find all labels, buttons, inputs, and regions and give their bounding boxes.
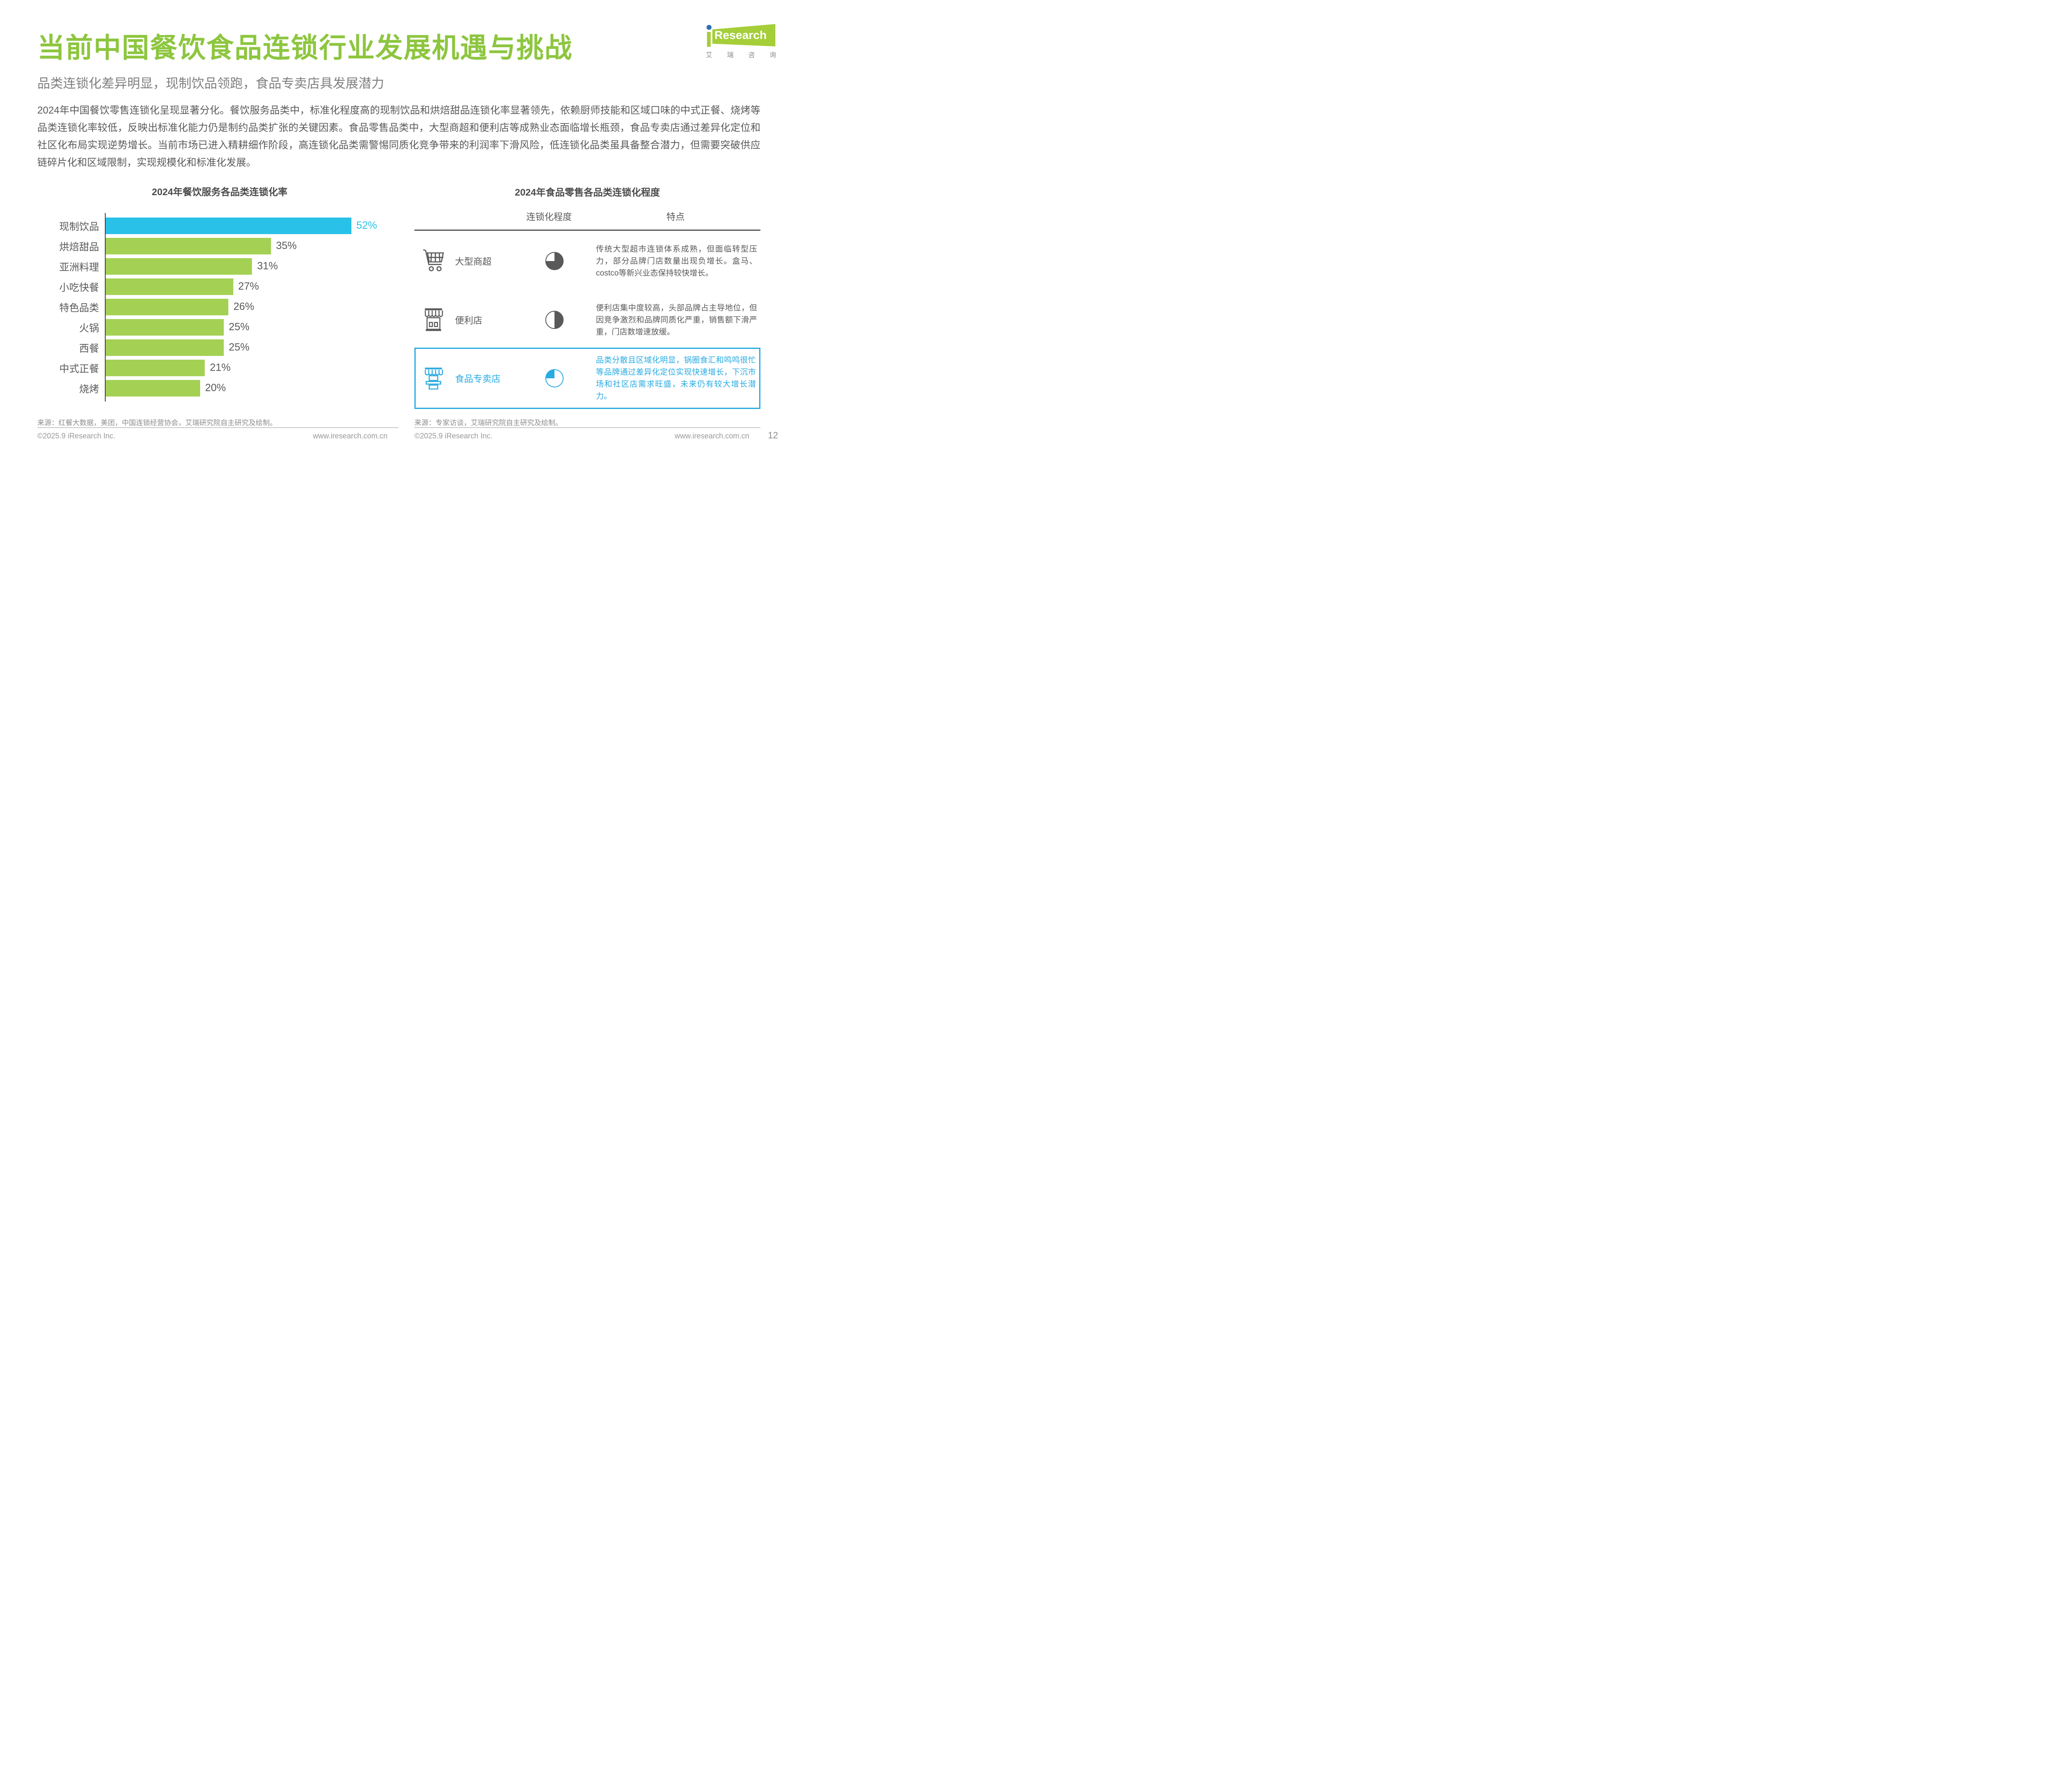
bar-row: 小吃快餐 27% (37, 276, 402, 297)
logo-i-glyph (706, 24, 712, 47)
table-header-divider (414, 230, 760, 231)
bar (106, 217, 351, 234)
bar-row: 现制饮品 52% (37, 215, 402, 236)
feature-text: 便利店集中度较高，头部品牌占主导地位，但因竞争激烈和品牌同质化严重，销售额下滑严… (596, 303, 757, 336)
table-row: 便利店 便利店集中度较高，头部品牌占主导地位，但因竞争激烈和品牌同质化严重，销售额… (414, 299, 760, 341)
bar (106, 359, 205, 376)
logo-cn-char: 咨 (748, 52, 755, 59)
page-subtitle: 品类连锁化差异明显，现制饮品领跑，食品专卖店具发展潜力 (37, 76, 384, 91)
copyright-text: ©2025.9 iResearch Inc. (414, 432, 493, 440)
bar-row: 烧烤 20% (37, 378, 402, 398)
bar-row: 火锅 25% (37, 317, 402, 337)
bar (106, 380, 200, 397)
bar-category-label: 亚洲料理 (59, 262, 99, 273)
table-row-highlighted: 食品专卖店 品类分散且区域化明显，锅圈食汇和鸣鸣很忙等品牌通过差异化定位实现快速增… (414, 348, 760, 409)
bar (106, 319, 224, 336)
bar-category-label: 现制饮品 (59, 221, 99, 232)
bar-row: 西餐 25% (37, 337, 402, 358)
logo-i-dot-icon (707, 25, 712, 30)
chain-level-pie-icon (545, 311, 564, 329)
bar (106, 278, 233, 295)
category-label: 食品专卖店 (455, 374, 501, 384)
report-slide: Research 艾 瑞 咨 询 当前中国餐饮食品连锁行业发展机遇与挑战 品类连锁化差… (0, 0, 796, 448)
feature-text: 品类分散且区域化明显，锅圈食汇和鸣鸣很忙等品牌通过差异化定位实现快速增长，下沉市… (596, 356, 756, 401)
bar-row: 烘焙甜品 35% (37, 236, 402, 256)
stall-icon (420, 365, 455, 392)
iresearch-logo: Research 艾 瑞 咨 询 (706, 24, 780, 59)
footer-left: ©2025.9 iResearch Inc. www.iresearch.com… (37, 432, 387, 440)
website-link: www.iresearch.com.cn (674, 432, 749, 440)
logo-i-stem (707, 32, 711, 47)
bar-category-label: 西餐 (79, 343, 99, 354)
bar-chart-title: 2024年餐饮服务各品类连锁化率 (152, 186, 288, 197)
bar-value-label: 35% (276, 240, 297, 252)
source-note-right: 来源：专家访谈，艾瑞研究院自主研究及绘制。 (414, 419, 562, 427)
bar-value-label: 26% (233, 301, 254, 312)
table-title: 2024年食品零售各品类连锁化程度 (515, 187, 660, 198)
source-note-left: 来源：红餐大数据，美团，中国连锁经营协会，艾瑞研究院自主研究及绘制。 (37, 419, 277, 427)
bar-row: 中式正餐 21% (37, 358, 402, 378)
retail-table: 2024年食品零售各品类连锁化程度 连锁化程度 特点 大型商超 传统大型超市连锁体… (414, 182, 760, 414)
bar-value-label: 20% (205, 382, 226, 394)
store-icon (420, 306, 455, 334)
logo-wordmark: Research (714, 29, 767, 41)
footer-divider-left (37, 427, 399, 428)
bar-value-label: 27% (238, 281, 259, 292)
column-header-chain-level: 连锁化程度 (526, 212, 572, 222)
bar-chart-rows: 现制饮品 52% 烘焙甜品 35% 亚洲料理 31% 小吃快餐 27% 特色品类 26% 火锅 25%… (37, 215, 402, 398)
bar-category-label: 火锅 (79, 323, 99, 334)
bar-category-label: 特色品类 (59, 302, 99, 314)
bar-row: 亚洲料理 31% (37, 256, 402, 276)
bar-value-label: 25% (229, 321, 250, 333)
category-label: 大型商超 (455, 256, 492, 267)
bar (106, 237, 271, 254)
logo-cn-char: 瑞 (727, 52, 734, 59)
footer-right: ©2025.9 iResearch Inc. www.iresearch.com… (414, 432, 749, 440)
bar-value-label: 21% (210, 362, 231, 373)
logo-cn-char: 询 (769, 52, 776, 59)
bar-category-label: 烧烤 (79, 384, 99, 395)
intro-paragraph: 2024年中国餐饮零售连锁化呈现显著分化。餐饮服务品类中，标准化程度高的现制饮品… (37, 105, 760, 168)
chain-level-pie-icon (545, 252, 564, 270)
bar-value-label: 31% (257, 260, 278, 272)
logo-banner: Research (712, 24, 775, 46)
bar (106, 258, 252, 275)
bar-category-label: 烘焙甜品 (59, 242, 99, 253)
footer-divider-right (414, 427, 760, 428)
bar (106, 339, 224, 356)
copyright-text: ©2025.9 iResearch Inc. (37, 432, 116, 440)
category-label: 便利店 (455, 315, 483, 326)
bar-value-label: 52% (356, 220, 377, 231)
bar-row: 特色品类 26% (37, 297, 402, 317)
table-row: 大型商超 传统大型超市连锁体系成熟，但面临转型压力，部分品牌门店数量出现负增长。盒… (414, 240, 760, 282)
page-title: 当前中国餐饮食品连锁行业发展机遇与挑战 (37, 32, 573, 63)
column-header-feature: 特点 (666, 212, 685, 222)
page-number: 12 (768, 430, 778, 440)
bar-category-label: 小吃快餐 (59, 282, 99, 293)
y-axis-line (105, 213, 106, 402)
cart-icon (420, 247, 455, 275)
bar (106, 298, 229, 315)
bar-chart: 现制饮品 52% 烘焙甜品 35% 亚洲料理 31% 小吃快餐 27% 特色品类 26% 火锅 25%… (37, 213, 402, 402)
bar-category-label: 中式正餐 (59, 363, 99, 375)
bar-value-label: 25% (229, 341, 250, 353)
chain-level-pie-icon (545, 369, 564, 387)
feature-text: 传统大型超市连锁体系成熟，但面临转型压力，部分品牌门店数量出现负增长。盒马、co… (596, 244, 757, 278)
website-link: www.iresearch.com.cn (312, 432, 387, 440)
logo-cn-char: 艾 (706, 52, 713, 59)
logo-chinese-name: 艾瑞咨询 (706, 49, 776, 59)
